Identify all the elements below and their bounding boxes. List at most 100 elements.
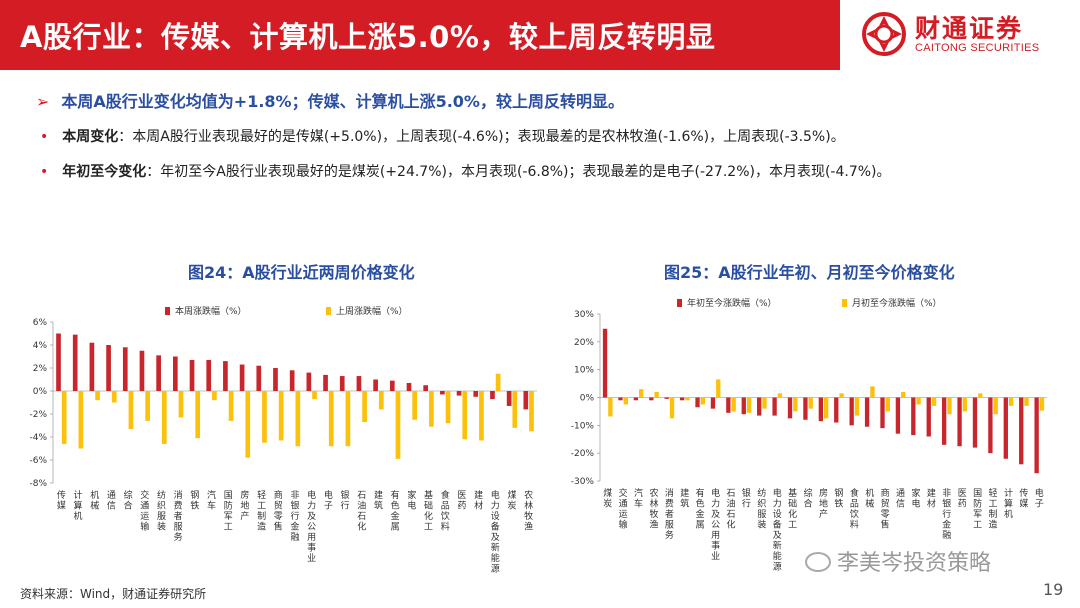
- bar: [172, 356, 178, 391]
- bar: [139, 350, 145, 391]
- x-tick-label: 医药: [958, 488, 967, 510]
- x-tick-label: 国防军工: [973, 488, 982, 531]
- y-tick-label: -10%: [571, 421, 595, 431]
- bar: [339, 376, 345, 391]
- bar: [1034, 397, 1039, 474]
- x-tick-label: 消费者服务: [174, 489, 183, 543]
- x-tick-label: 银行: [341, 489, 350, 512]
- x-tick-label: 非银行金融: [942, 487, 951, 541]
- bar: [777, 393, 783, 398]
- x-tick-label: 煤炭: [603, 487, 612, 510]
- y-tick-label: 2%: [33, 364, 48, 374]
- bar: [295, 391, 301, 447]
- bar: [239, 364, 245, 391]
- y-tick-label: -20%: [571, 449, 595, 459]
- x-tick-label: 钢铁: [834, 487, 843, 510]
- figure-24-title: 图24：A股行业近两周价格变化: [188, 263, 415, 282]
- x-tick-label: 交通运输: [619, 487, 628, 531]
- bar: [189, 359, 195, 391]
- bar: [895, 397, 901, 434]
- x-tick-label: 建筑: [680, 487, 689, 510]
- page-title: A股行业：传媒、计算机上涨5.0%，较上周反转明显: [20, 20, 716, 54]
- x-tick-label: 国防军工: [224, 490, 233, 533]
- x-tick-label: 建材: [474, 489, 483, 512]
- x-tick-label: 通信: [107, 490, 116, 512]
- x-tick-label: 交通运输: [140, 489, 149, 533]
- bar: [1039, 397, 1045, 411]
- bar: [389, 380, 395, 391]
- bar: [356, 376, 362, 391]
- bar: [649, 397, 654, 401]
- y-tick-label: 10%: [574, 366, 594, 376]
- bar: [700, 397, 706, 405]
- bar: [623, 397, 628, 405]
- bar: [406, 382, 412, 391]
- bar: [462, 391, 468, 440]
- x-tick-label: 轻工制造: [257, 489, 266, 533]
- bar: [473, 391, 479, 397]
- bar: [111, 391, 117, 403]
- bar: [89, 342, 95, 391]
- bullet-dot-icon: •: [40, 129, 49, 145]
- bar: [762, 397, 767, 409]
- bar: [78, 391, 84, 449]
- legend-label: 年初至今涨跌幅（%）: [687, 297, 777, 309]
- chart-weekly-change: 本周涨跌幅（%） 上周涨跌幅（%） 6% 4% 2% 0% -2% -4% -6% -8% 传媒计算…: [29, 305, 537, 575]
- bar: [378, 391, 384, 410]
- y-tick-label: -30%: [571, 477, 595, 487]
- bar: [639, 389, 644, 398]
- x-tick-label: 轻工制造: [989, 487, 998, 531]
- bar: [941, 397, 947, 445]
- logo-text-en: CAITONG SECURITIES: [915, 42, 1040, 54]
- bar: [972, 397, 978, 448]
- bar: [901, 391, 906, 398]
- x-tick-label: 基础化工: [424, 489, 433, 533]
- x-tick-label: 食品饮料: [441, 489, 450, 533]
- bar: [710, 397, 716, 409]
- x-tick-label: 银行: [742, 487, 751, 510]
- x-tick-label: 计算机: [1004, 487, 1013, 520]
- bar: [602, 328, 608, 398]
- bar: [456, 391, 462, 396]
- legend-swatch: [326, 307, 331, 315]
- bar: [870, 386, 875, 398]
- y-tick-label: -8%: [29, 479, 47, 489]
- bar: [412, 391, 418, 420]
- bar: [245, 391, 251, 458]
- x-tick-label: 电力设备及新能源: [491, 489, 500, 575]
- bullet-text: ：本周A股行业表现最好的是传媒(+5.0%)，上周表现(-4.6%)；表现最差的…: [118, 129, 845, 145]
- bar: [195, 391, 201, 439]
- x-tick-label: 电力及公用事业: [307, 489, 316, 564]
- x-tick-label: 建筑: [374, 489, 383, 512]
- bar: [793, 397, 798, 412]
- x-tick-label: 综合: [124, 489, 133, 512]
- brand-logo: 财通证券 CAITONG SECURITIES: [840, 0, 1080, 70]
- bar: [741, 397, 746, 415]
- chart-ytd-change: 年初至今涨跌幅（%） 月初至今涨跌幅（%） 30% 20% 10% 0% -10% -20% -…: [571, 297, 1047, 573]
- bar: [787, 397, 793, 419]
- bar: [423, 385, 429, 391]
- bar: [161, 391, 167, 444]
- x-tick-label: 汽车: [634, 487, 643, 510]
- bar: [864, 397, 870, 427]
- bar: [957, 397, 962, 447]
- arrow-bullet-icon: ➢: [36, 92, 50, 111]
- x-tick-label: 传媒: [57, 489, 66, 512]
- x-tick-label: 通信: [896, 488, 905, 510]
- bar: [757, 397, 762, 416]
- summary-text: 本周A股行业变化均值为+1.8%；传媒、计算机上涨5.0%，较上周反转明显。: [61, 92, 624, 111]
- bar: [523, 391, 529, 410]
- legend-swatch: [677, 299, 682, 307]
- wechat-icon: [805, 552, 831, 572]
- bar: [256, 365, 262, 391]
- bar: [926, 397, 931, 437]
- bar: [512, 391, 518, 428]
- y-tick-label: 0%: [33, 387, 48, 397]
- x-tick-label: 医药: [457, 490, 466, 512]
- figure-25-title: 图25：A股行业年初、月初至今价格变化: [664, 263, 955, 282]
- x-tick-label: 家电: [407, 489, 416, 512]
- bar: [685, 397, 690, 401]
- bar: [1003, 397, 1008, 459]
- legend-label: 月初至今涨跌幅（%）: [852, 297, 942, 309]
- bar: [834, 397, 839, 423]
